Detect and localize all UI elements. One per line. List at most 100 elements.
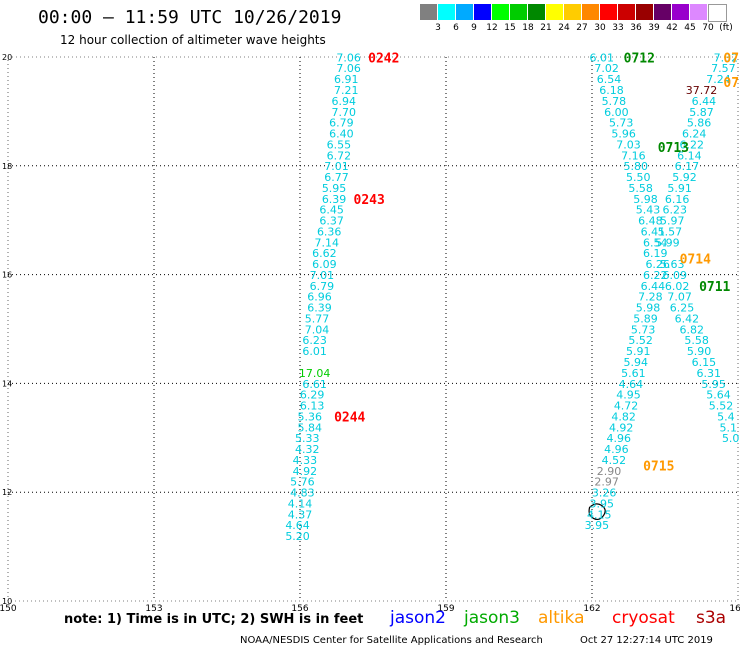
data-point-label: 5.63 [660, 258, 685, 271]
data-point-label: 6.39 [307, 302, 332, 315]
data-point-label: 6.72 [327, 149, 352, 162]
data-point-label: 6.42 [675, 312, 700, 325]
data-point-label: 4.52 [602, 454, 627, 467]
data-point-label: 6.36 [317, 225, 342, 238]
track-label: 0243 [354, 193, 385, 208]
legend-label: 33 [612, 23, 624, 33]
data-point-label: 7.21 [334, 84, 359, 97]
data-point-label: 5.52 [628, 334, 653, 347]
plot-frame [7, 56, 739, 602]
x-tick-label: 150 [0, 604, 17, 614]
data-point-label: 7.28 [638, 291, 663, 304]
legend-swatch [564, 4, 581, 20]
data-point-label: 7.06 [336, 62, 361, 75]
data-point-label: 6.61 [302, 378, 327, 391]
chart-title: 00:00 – 11:59 UTC 10/26/2019 [38, 7, 342, 28]
data-point-label: 2.90 [597, 465, 622, 478]
data-point-label: 6.40 [329, 128, 354, 141]
data-point-label: 6.62 [312, 247, 337, 260]
data-point-label: 5.91 [667, 182, 692, 195]
data-point-label: 5.87 [689, 106, 714, 119]
data-point-label: 6.37 [319, 215, 344, 228]
y-tick-label: 18 [2, 162, 12, 171]
legend-label: 27 [576, 23, 588, 33]
data-point-label: 5.73 [609, 117, 634, 130]
data-point-label: 5.90 [687, 345, 712, 358]
data-point-label: 37.72 [686, 84, 718, 97]
data-point-label: 6.54 [597, 73, 622, 86]
data-point-label: 5.77 [305, 312, 330, 325]
data-point-label: 5.61 [621, 367, 646, 380]
data-point-label: 5.73 [631, 323, 656, 336]
satellite-s3a: s3a [696, 608, 727, 628]
legend-swatch [474, 4, 491, 20]
legend-swatch [654, 4, 671, 20]
x-tick-label: 156 [291, 604, 308, 614]
legend-label: 18 [522, 23, 534, 33]
data-point-label: 5.80 [624, 160, 649, 173]
data-point-label: 3.95 [585, 519, 610, 532]
data-point-label: 5.86 [687, 117, 712, 130]
data-point-label: 5.1 [720, 421, 738, 434]
data-point-label: 6.13 [300, 400, 325, 413]
legend-swatch [420, 4, 437, 20]
data-point-label: 5.76 [290, 476, 315, 489]
legend-swatch [438, 4, 455, 20]
track-label: 0711 [699, 280, 730, 295]
track-label: 07 [723, 51, 739, 66]
satellite-jason3: jason3 [464, 608, 520, 628]
legend-swatch [510, 4, 527, 20]
data-point-label: 6.26 [645, 258, 670, 271]
data-point-label: 6.94 [332, 95, 357, 108]
data-point-label: 5.0 [722, 432, 740, 445]
data-point-label: 5.95 [322, 182, 347, 195]
data-point-label: 6.23 [662, 204, 687, 217]
track-label: 071 [723, 76, 740, 91]
data-point-label: 5.84 [297, 421, 322, 434]
data-point-label: 4.92 [293, 465, 318, 478]
legend-swatch [690, 4, 707, 20]
data-point-label: 6.09 [662, 269, 687, 282]
legend-label: 9 [471, 23, 477, 33]
legend-label: 15 [504, 23, 516, 33]
legend-swatch [708, 4, 727, 22]
data-point-label: 4.82 [611, 410, 636, 423]
legend-swatch [528, 4, 545, 20]
x-tick-label: 165 [729, 604, 740, 614]
data-point-label: 6.41 [641, 225, 666, 238]
data-point-label: 3.95 [589, 497, 614, 510]
data-point-label: 4.92 [609, 421, 634, 434]
data-point-label: 6.02 [665, 280, 690, 293]
data-point-label: 6.91 [334, 73, 359, 86]
data-point-label: 4.83 [290, 487, 315, 500]
data-point-label: 7.06 [336, 51, 361, 64]
chart-subtitle: 12 hour collection of altimeter wave hei… [60, 33, 326, 47]
data-point-label: 4.64 [285, 519, 310, 532]
data-point-label: 7.07 [667, 291, 692, 304]
data-point-label: 6.45 [319, 204, 344, 217]
legend-label: 45 [684, 23, 696, 33]
data-point-label: 5.78 [602, 95, 627, 108]
legend-swatch [492, 4, 509, 20]
legend-swatch [636, 4, 653, 20]
track-label: 0714 [680, 253, 711, 268]
y-tick-label: 10 [2, 597, 12, 606]
data-point-label: 5.50 [626, 171, 651, 184]
data-point-label: 6.54 [643, 236, 668, 249]
data-point-label: 6.77 [324, 171, 349, 184]
legend-label: 39 [648, 23, 660, 33]
data-point-label: 6.00 [604, 106, 629, 119]
data-point-label: 7.03 [616, 138, 641, 151]
data-point-label: 7.32 [714, 51, 739, 64]
data-point-label: 4.95 [616, 389, 641, 402]
data-point-label: 5.64 [706, 389, 731, 402]
data-point-label: 7.24 [706, 73, 731, 86]
data-point-label: 5.98 [636, 302, 661, 315]
data-point-label: 5.97 [660, 215, 685, 228]
footer-note: note: 1) Time is in UTC; 2) SWH is in fe… [64, 612, 364, 627]
data-point-label: 5.89 [633, 312, 658, 325]
data-point-label: 6.79 [310, 280, 335, 293]
data-point-label: 5.99 [655, 236, 680, 249]
legend-label: 70 [702, 23, 714, 33]
